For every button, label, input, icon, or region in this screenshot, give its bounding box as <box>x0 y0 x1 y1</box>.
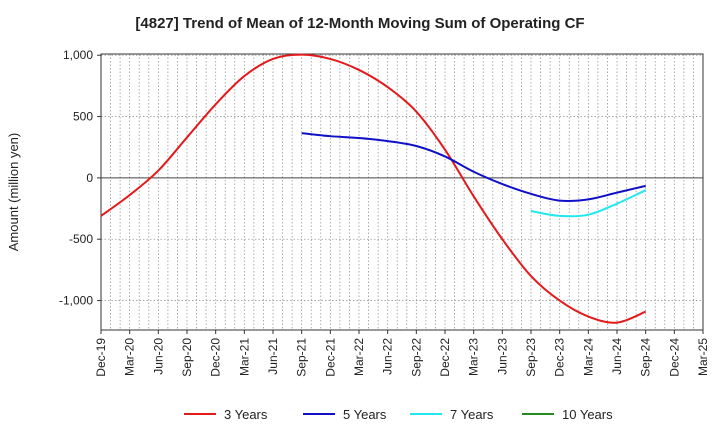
x-tick-label: Mar-23 <box>467 338 481 376</box>
x-tick-label: Dec-22 <box>438 338 452 377</box>
chart-title: [4827] Trend of Mean of 12-Month Moving … <box>135 15 584 32</box>
series-line-3-years <box>100 53 647 324</box>
grid <box>100 54 704 330</box>
y-tick-label: 0 <box>86 171 93 185</box>
x-tick-label: Dec-19 <box>94 338 108 377</box>
x-tick-label: Sep-24 <box>639 338 653 377</box>
x-tick-label: Sep-22 <box>409 338 423 377</box>
x-tick-label: Jun-23 <box>495 338 509 375</box>
x-tick-label: Mar-20 <box>123 338 137 376</box>
x-tick-label: Dec-20 <box>209 338 223 377</box>
x-tick-label: Sep-21 <box>295 338 309 377</box>
series-lines <box>100 53 647 324</box>
y-tick-label: 1,000 <box>63 48 93 62</box>
y-axis-label: Amount (million yen) <box>6 133 21 252</box>
legend-label-3-years: 3 Years <box>224 407 268 422</box>
legend-label-5-years: 5 Years <box>343 407 387 422</box>
legend: 3 Years 5 Years 7 Years 10 Years <box>184 407 613 422</box>
x-tick-label: Dec-24 <box>667 338 681 377</box>
series-line-7-years <box>530 189 647 218</box>
x-tick-label: Jun-21 <box>266 338 280 375</box>
plot-area <box>100 53 704 331</box>
x-tick-label: Dec-21 <box>323 338 337 377</box>
x-tick-label: Mar-22 <box>352 338 366 376</box>
x-tick-label: Mar-25 <box>696 338 710 376</box>
y-tick-label: -500 <box>69 232 93 246</box>
x-tick-label: Mar-24 <box>581 338 595 376</box>
x-tick-label: Jun-20 <box>151 338 165 375</box>
legend-label-10-years: 10 Years <box>562 407 613 422</box>
x-tick-label: Dec-23 <box>553 338 567 377</box>
x-tick-label: Sep-23 <box>524 338 538 377</box>
legend-label-7-years: 7 Years <box>450 407 494 422</box>
x-tick-label: Jun-22 <box>381 338 395 375</box>
x-tick-label: Sep-20 <box>180 338 194 377</box>
x-tick-label: Jun-24 <box>610 338 624 375</box>
x-tick-label: Mar-21 <box>237 338 251 376</box>
y-axis: 1,000 500 0 -500 -1,000 <box>59 48 101 308</box>
y-tick-label: 500 <box>73 110 93 124</box>
series-line-5-years <box>301 132 646 202</box>
y-tick-label: -1,000 <box>59 294 93 308</box>
x-axis: Dec-19 Mar-20 Jun-20 Sep-20 Dec-20 Mar-21 Jun-… <box>94 330 710 377</box>
